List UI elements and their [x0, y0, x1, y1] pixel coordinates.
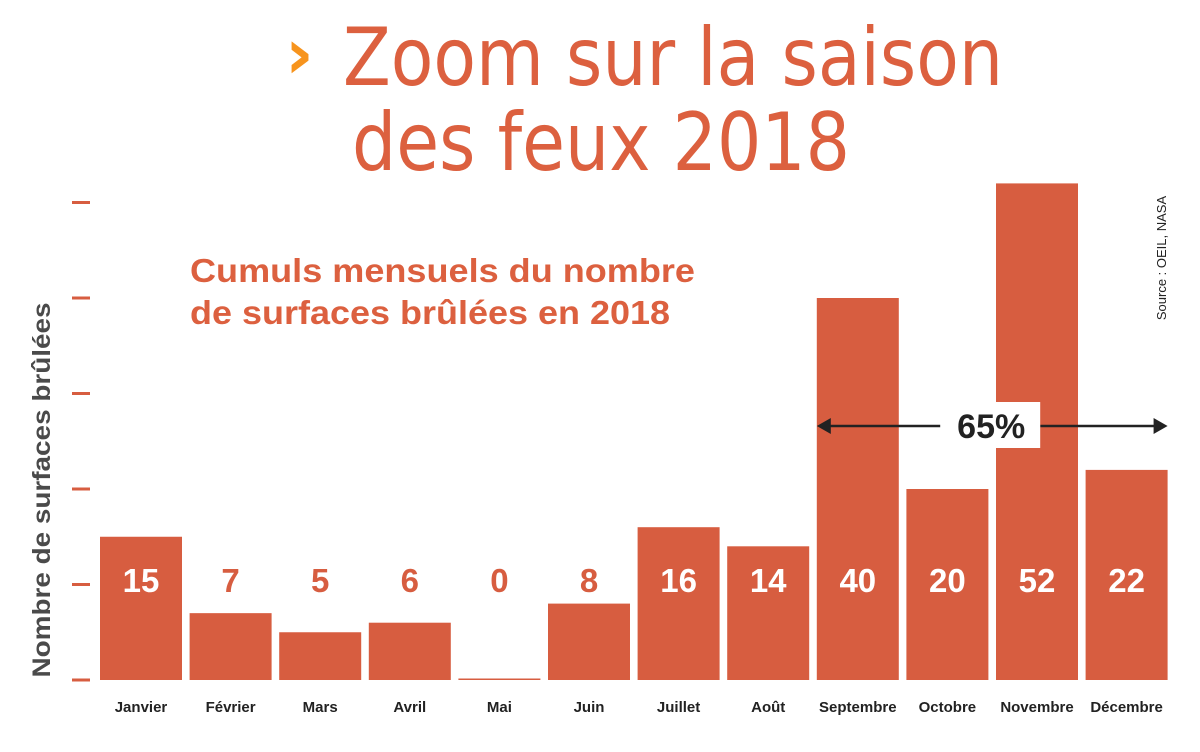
data-label: 8	[580, 562, 598, 599]
bar-octobre	[906, 489, 989, 680]
chevron-icon: ›	[285, 13, 314, 95]
source-note: Source : OEIL, NASA	[1154, 196, 1169, 321]
bar-mai	[458, 678, 541, 680]
x-tick-label: Janvier	[115, 699, 168, 716]
x-tick-label: Mars	[303, 699, 338, 716]
y-axis-label: Nombre de surfaces brûlées	[28, 303, 56, 678]
arrowhead-right-icon	[1153, 418, 1168, 434]
chart-subtitle-line2: de surfaces brûlées en 2018	[190, 294, 670, 331]
data-label: 22	[1108, 562, 1145, 599]
data-label: 5	[311, 562, 329, 599]
annotation-label-bg	[944, 402, 1041, 448]
bar-mars	[279, 632, 362, 680]
bar-janvier	[100, 536, 182, 680]
x-tick-label: Juillet	[657, 699, 700, 716]
bar-juin	[548, 603, 630, 680]
data-label: 6	[401, 562, 419, 599]
chart-title-line1: Zoom sur la saison	[343, 11, 1003, 104]
data-label: 20	[929, 562, 966, 599]
data-label: 0	[490, 562, 508, 599]
bar-février	[189, 613, 272, 680]
x-tick-label: Octobre	[919, 699, 977, 716]
x-tick-label: Avril	[393, 699, 426, 716]
x-tick-label: Août	[751, 699, 785, 716]
annotation-label: 65%	[957, 408, 1025, 446]
data-label: 40	[839, 562, 876, 599]
x-tick-label: Février	[206, 699, 256, 716]
data-label: 14	[750, 562, 787, 599]
x-tick-label: Décembre	[1090, 699, 1163, 716]
arrowhead-left-icon	[816, 418, 831, 434]
x-tick-label: Novembre	[1000, 699, 1073, 716]
bar-juillet	[637, 527, 720, 680]
x-tick-label: Juin	[574, 699, 605, 716]
bar-août	[727, 546, 810, 680]
chart-subtitle-line1: Cumuls mensuels du nombre	[190, 252, 695, 289]
data-label: 15	[123, 562, 160, 599]
data-label: 52	[1019, 562, 1056, 599]
bar-avril	[368, 622, 451, 680]
chart-title-line2: des feux 2018	[352, 96, 850, 189]
bar-septembre	[816, 298, 899, 680]
x-tick-label: Septembre	[819, 699, 897, 716]
x-tick-label: Mai	[487, 699, 512, 716]
data-label: 16	[660, 562, 697, 599]
data-label: 7	[221, 562, 239, 599]
bar-décembre	[1085, 469, 1168, 680]
